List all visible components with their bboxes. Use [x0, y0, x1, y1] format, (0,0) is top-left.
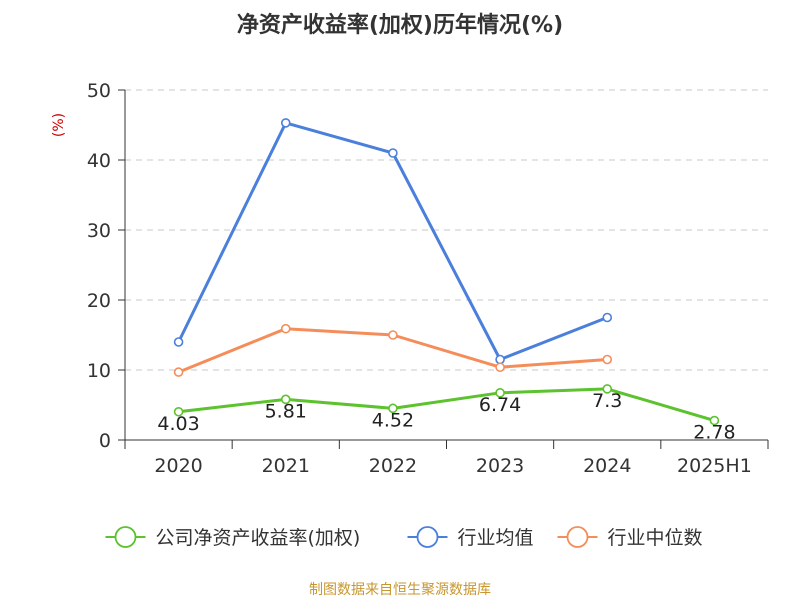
data-label: 2.78	[693, 422, 735, 444]
data-label: 5.81	[265, 400, 307, 422]
series-line-1	[177, 121, 608, 361]
x-tick-label: 2022	[369, 455, 417, 477]
data-point	[495, 362, 505, 373]
data-label: 6.74	[479, 394, 521, 416]
legend-swatch-marker	[416, 526, 439, 548]
y-tick-label: 30	[87, 220, 111, 242]
data-point	[602, 312, 613, 323]
x-tick-label: 2020	[154, 455, 202, 477]
series-line-0	[178, 387, 715, 422]
source-note: 制图数据来自恒生聚源数据库	[309, 582, 491, 598]
legend-label: 行业中位数	[608, 527, 703, 549]
series-lines	[173, 118, 720, 426]
y-tick-label: 10	[87, 360, 111, 382]
legend-swatch-marker	[114, 526, 137, 548]
x-tick-label: 2023	[476, 455, 524, 477]
data-point	[280, 118, 291, 128]
x-tick-label: 2025H1	[677, 455, 752, 477]
data-point	[495, 354, 505, 365]
y-axis-unit-label: (%)	[51, 113, 67, 137]
legend-swatch-marker	[566, 526, 589, 548]
data-point	[388, 330, 398, 340]
axes: 0 10 20 30 40 50 2020 2021 2022 2023 2024 2025H1	[87, 80, 769, 477]
data-label: 7.3	[592, 390, 622, 412]
y-tick-label: 50	[87, 80, 111, 102]
y-tick-label: 0	[99, 430, 111, 452]
gridlines	[125, 89, 768, 371]
data-point	[388, 148, 398, 158]
data-point	[173, 337, 184, 347]
x-tick-label: 2024	[583, 455, 631, 477]
data-point	[173, 406, 184, 417]
y-tick-label: 20	[87, 290, 111, 312]
legend-label: 行业均值	[458, 527, 534, 549]
y-tick-label: 40	[87, 150, 111, 172]
data-labels: 4.03 5.81 4.52 6.74 7.3 2.78	[157, 390, 735, 444]
data-point	[280, 323, 291, 334]
data-label: 4.03	[157, 413, 199, 435]
data-point	[602, 354, 613, 365]
data-point	[388, 403, 398, 414]
x-tick-label: 2021	[262, 455, 310, 477]
legend: 公司净资产收益率(加权) 行业均值 行业中位数	[105, 526, 703, 549]
data-point	[280, 394, 291, 405]
data-point	[602, 384, 613, 394]
data-point	[173, 367, 184, 377]
data-point	[495, 388, 505, 398]
chart-title: 净资产收益率(加权)历年情况(%)	[237, 12, 563, 38]
legend-label: 公司净资产收益率(加权)	[156, 527, 361, 549]
data-label: 4.52	[372, 409, 414, 431]
data-point	[709, 415, 720, 426]
